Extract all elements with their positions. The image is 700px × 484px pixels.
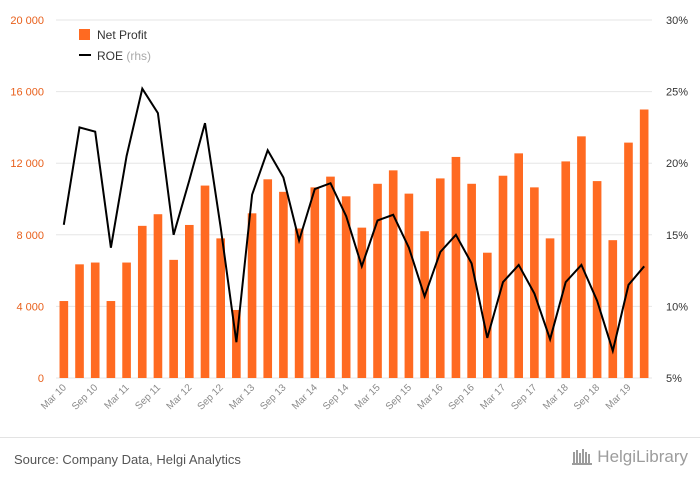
bar: [185, 224, 194, 378]
x-tick-label: Sep 15: [384, 382, 414, 412]
left-tick-label: 8 000: [16, 230, 44, 242]
bar: [483, 252, 492, 378]
right-tick-label: 30%: [666, 15, 688, 27]
legend-roe-name: ROE: [97, 49, 123, 63]
legend-swatch-net-profit: [79, 29, 90, 40]
right-axis: 5% 10% 15% 20% 25% 30%: [666, 15, 688, 385]
bar: [592, 181, 602, 378]
bar: [639, 109, 649, 378]
x-tick-label: Mar 19: [604, 382, 634, 412]
roe-line: [62, 86, 645, 355]
right-tick-label: 20%: [666, 158, 688, 170]
x-tick-label: Sep 11: [133, 382, 163, 412]
x-tick-label: Sep 10: [70, 382, 100, 412]
bar: [200, 185, 210, 378]
right-tick-label: 5%: [666, 373, 682, 385]
chart: 0 4 000 8 000 12 000 16 000 20 000 5% 10% 15% 20…: [10, 15, 688, 413]
bar: [326, 176, 335, 378]
footer: Source: Company Data, Helgi Analytics He…: [0, 437, 700, 484]
left-tick-label: 16 000: [10, 87, 44, 99]
bar: [247, 213, 257, 378]
left-tick-label: 0: [38, 373, 44, 385]
left-tick-label: 4 000: [16, 301, 44, 313]
right-tick-label: 25%: [666, 87, 688, 99]
bar: [279, 191, 288, 378]
bar: [467, 183, 476, 378]
bar: [498, 175, 508, 378]
left-tick-label: 12 000: [10, 158, 44, 170]
x-tick-label: Mar 12: [165, 382, 195, 412]
bar: [232, 309, 241, 378]
bar: [216, 238, 225, 378]
x-tick-label: Sep 14: [321, 382, 351, 412]
left-axis: 0 4 000 8 000 12 000 16 000 20 000: [10, 15, 44, 385]
x-tick-label: Sep 17: [509, 382, 539, 412]
bar: [357, 227, 367, 378]
bar: [122, 262, 131, 378]
bar: [545, 238, 555, 378]
bar: [153, 214, 163, 378]
brand-name: HelgiLibrary: [597, 447, 688, 466]
bar: [137, 225, 147, 378]
x-tick-label: Mar 16: [416, 382, 446, 412]
left-tick-label: 20 000: [10, 15, 44, 27]
bar: [420, 231, 429, 378]
bar: [169, 259, 178, 378]
x-axis: Mar 10 Sep 10 Mar 11 Sep 11 Mar 12 Sep 12 Mar …: [39, 382, 634, 413]
bar: [561, 161, 571, 378]
x-tick-label: Sep 12: [196, 382, 226, 412]
right-tick-label: 10%: [666, 301, 688, 313]
legend-label-net-profit: Net Profit: [97, 28, 148, 42]
legend-roe-rhs: (rhs): [126, 49, 151, 63]
legend: Net Profit ROE (rhs): [79, 28, 151, 63]
x-tick-label: Sep 13: [258, 382, 288, 412]
bar: [608, 240, 618, 378]
x-tick-label: Sep 18: [572, 382, 602, 412]
bar: [577, 136, 586, 378]
x-tick-label: Mar 10: [39, 382, 69, 412]
bar: [451, 156, 461, 378]
right-tick-label: 15%: [666, 230, 688, 242]
x-tick-label: Mar 17: [478, 382, 508, 412]
bar: [530, 187, 539, 378]
bar: [404, 193, 414, 378]
net-profit-bars: [59, 109, 649, 378]
bar: [388, 170, 398, 378]
x-tick-label: Sep 16: [447, 382, 477, 412]
x-tick-label: Mar 14: [290, 382, 320, 412]
bar: [106, 301, 116, 378]
bar: [75, 264, 84, 378]
bar: [310, 187, 320, 378]
x-tick-label: Mar 13: [227, 382, 257, 412]
brand-logo[interactable]: HelgiLibrary: [571, 447, 688, 467]
x-tick-label: Mar 15: [353, 382, 383, 412]
library-icon: [572, 449, 593, 465]
bar: [624, 142, 633, 378]
source-note: Source: Company Data, Helgi Analytics: [14, 452, 241, 467]
bar: [59, 301, 69, 378]
legend-label-roe: ROE (rhs): [97, 49, 151, 63]
bar: [90, 262, 100, 378]
bar: [294, 228, 304, 378]
bar: [435, 178, 445, 378]
bar: [341, 196, 351, 378]
bar: [263, 179, 273, 378]
x-tick-label: Mar 18: [541, 382, 571, 412]
bar: [373, 183, 382, 378]
roe-line-path: [62, 86, 645, 355]
x-tick-label: Mar 11: [102, 382, 132, 412]
